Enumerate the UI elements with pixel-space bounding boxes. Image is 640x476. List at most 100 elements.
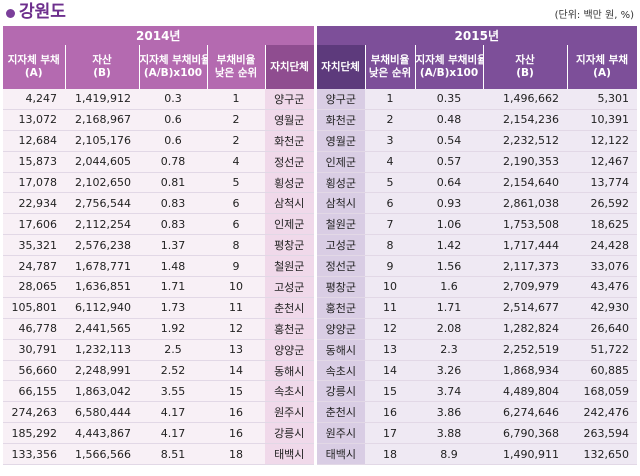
cell-region-2014: 삼척시 (265, 192, 317, 215)
header-label-line: (B) (93, 67, 111, 79)
cell-rank-2015: 14 (365, 360, 416, 382)
cell-rank-2014: 12 (207, 318, 265, 340)
cell-rank-2014: 6 (207, 213, 265, 236)
cell-rank-2015: 15 (365, 380, 416, 403)
cell-region-2015: 화천군 (315, 109, 366, 131)
cell-assets-2014: 6,112,940 (65, 297, 139, 319)
cell-debt-2015: 51,722 (567, 339, 638, 361)
cell-ratio-2015: 1.42 (415, 234, 484, 257)
cell-assets-2015: 2,154,640 (483, 172, 568, 194)
cell-ratio-2014: 0.6 (139, 109, 207, 131)
cell-rank-2015: 12 (365, 318, 416, 340)
cell-rank-2015: 2 (365, 109, 416, 131)
cell-assets-2014: 2,112,254 (65, 213, 139, 236)
col-rank-2014: 부채비율 낮은 순위 (207, 45, 266, 89)
cell-rank-2015: 5 (365, 172, 416, 194)
cell-ratio-2014: 8.51 (139, 443, 207, 466)
col-ratio-2014: 지자체 부채비율 (A/B)x100 (139, 45, 208, 89)
cell-rank-2014: 16 (207, 401, 265, 424)
bullet-icon (6, 9, 15, 18)
table-row: 15,873 2,044,605 0.78 4 정선군 인제군 4 0.57 2,190,353… (3, 151, 638, 173)
table-row: 30,791 1,232,113 2.5 13 양양군 동해시 13 2.3 2,252,519… (3, 339, 638, 361)
cell-debt-2014: 66,155 (3, 380, 65, 403)
header-label-line: 자산 (92, 54, 112, 66)
header-label-line: 낮은 순위 (214, 67, 258, 79)
cell-debt-2015: 42,930 (567, 297, 638, 319)
cell-debt-2014: 46,778 (3, 318, 65, 340)
cell-assets-2014: 1,566,566 (65, 443, 139, 466)
cell-debt-2015: 33,076 (567, 255, 638, 278)
cell-ratio-2015: 1.6 (415, 276, 484, 298)
cell-ratio-2015: 0.48 (415, 109, 484, 131)
cell-assets-2015: 6,274,646 (483, 401, 568, 424)
cell-assets-2015: 2,154,236 (483, 109, 568, 131)
cell-debt-2015: 26,640 (567, 318, 638, 340)
col-region-2015: 자치단체 (315, 45, 366, 89)
cell-debt-2015: 24,428 (567, 234, 638, 257)
table-row: 28,065 1,636,851 1.71 10 고성군 평창군 10 1.6 2,709,97… (3, 276, 638, 298)
cell-assets-2014: 1,636,851 (65, 276, 139, 298)
cell-ratio-2014: 0.78 (139, 151, 207, 173)
table-row: 46,778 2,441,565 1.92 12 홍천군 양양군 12 2.08 1,282,8… (3, 318, 638, 340)
table-row: 105,801 6,112,940 1.73 11 춘천시 홍천군 11 1.71 2,514,… (3, 297, 638, 319)
cell-debt-2014: 274,263 (3, 401, 65, 424)
cell-ratio-2015: 0.64 (415, 172, 484, 194)
col-debt-2014: 지자체 부채 (A) (3, 45, 66, 89)
cell-debt-2015: 242,476 (567, 401, 638, 424)
cell-rank-2014: 4 (207, 151, 265, 173)
cell-assets-2015: 2,190,353 (483, 151, 568, 173)
cell-region-2015: 원주시 (315, 422, 366, 445)
cell-ratio-2015: 3.26 (415, 360, 484, 382)
cell-assets-2015: 1,717,444 (483, 234, 568, 257)
header-label-line: 자치단체 (321, 60, 360, 73)
cell-ratio-2015: 1.56 (415, 255, 484, 278)
cell-debt-2015: 12,122 (567, 130, 638, 152)
cell-ratio-2014: 0.83 (139, 192, 207, 215)
col-assets-2015: 자산 (B) (483, 45, 568, 89)
column-header-row: 지자체 부채 (A) 자산 (B) 지자체 부채비율 (A/B)x100 부채비율 낮은… (3, 45, 638, 89)
page-title: 강원도 (19, 2, 66, 22)
cell-ratio-2015: 3.86 (415, 401, 484, 424)
header-label-line: 부채비율 (216, 54, 256, 66)
header-label-line: (A) (593, 67, 611, 79)
cell-ratio-2014: 0.6 (139, 130, 207, 152)
cell-region-2014: 동해시 (265, 360, 317, 382)
cell-region-2014: 고성군 (265, 276, 317, 298)
cell-ratio-2015: 1.71 (415, 297, 484, 319)
cell-debt-2014: 22,934 (3, 192, 65, 215)
cell-region-2015: 철원군 (315, 213, 366, 236)
cell-debt-2015: 12,467 (567, 151, 638, 173)
header-label-line: 낮은 순위 (368, 67, 412, 79)
cell-debt-2015: 60,885 (567, 360, 638, 382)
cell-assets-2014: 6,580,444 (65, 401, 139, 424)
cell-region-2015: 평창군 (315, 276, 366, 298)
table-row: 185,292 4,443,867 4.17 16 강릉시 원주시 17 3.88 6,790,… (3, 422, 638, 445)
cell-rank-2015: 3 (365, 130, 416, 152)
cell-assets-2015: 2,861,038 (483, 192, 568, 215)
cell-debt-2014: 185,292 (3, 422, 65, 445)
cell-rank-2014: 2 (207, 109, 265, 131)
cell-rank-2014: 14 (207, 360, 265, 382)
cell-region-2014: 속초시 (265, 380, 317, 403)
table-body: 4,247 1,419,912 0.3 1 양구군 양구군 1 0.35 1,496,662 5,… (3, 89, 638, 466)
header-label-line: 지자체 부채비율 (415, 54, 484, 66)
cell-debt-2015: 5,301 (567, 89, 638, 110)
cell-ratio-2014: 0.83 (139, 213, 207, 236)
header-label-line: (A/B)x100 (143, 67, 203, 79)
cell-debt-2015: 168,059 (567, 380, 638, 403)
cell-rank-2015: 1 (365, 89, 416, 110)
cell-assets-2014: 1,232,113 (65, 339, 139, 361)
cell-rank-2014: 5 (207, 172, 265, 194)
cell-debt-2015: 132,650 (567, 443, 638, 466)
cell-assets-2014: 4,443,867 (65, 422, 139, 445)
cell-rank-2014: 9 (207, 255, 265, 278)
cell-assets-2015: 4,489,804 (483, 380, 568, 403)
cell-region-2014: 양양군 (265, 339, 317, 361)
cell-region-2014: 영월군 (265, 109, 317, 131)
debt-ratio-table: 2014년 2015년 지자체 부채 (A) 자산 (B) 지자체 부채비율 (A/B… (3, 26, 638, 466)
cell-debt-2015: 10,391 (567, 109, 638, 131)
cell-region-2014: 태백시 (265, 443, 317, 466)
cell-region-2015: 삼척시 (315, 192, 366, 215)
col-assets-2014: 자산 (B) (65, 45, 140, 89)
cell-rank-2015: 4 (365, 151, 416, 173)
